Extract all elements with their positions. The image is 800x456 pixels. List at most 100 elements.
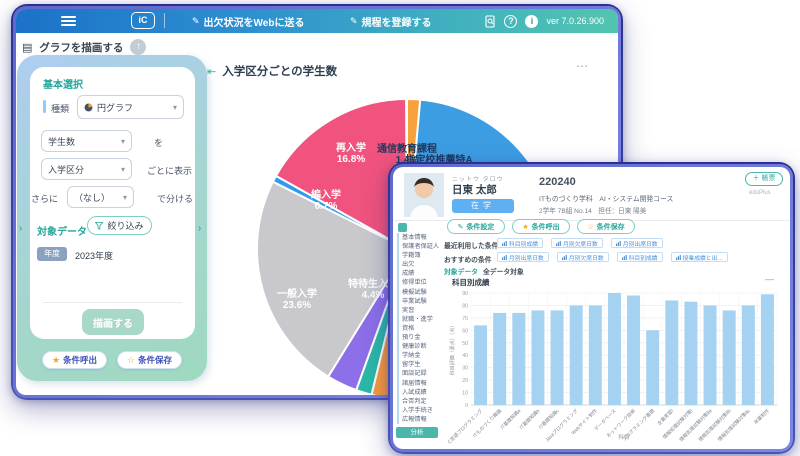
popup-menu-item[interactable]: 学籍簿 <box>397 251 449 261</box>
star-filled-icon: ★ <box>51 354 61 365</box>
popup-menu-item[interactable]: 諸届情報 <box>397 378 449 388</box>
chart-type-dropdown[interactable]: 円グラフ ▾ <box>77 95 184 119</box>
bar-chart-icon <box>621 254 627 260</box>
condition-load-button[interactable]: ★ 条件呼出 <box>512 219 570 234</box>
metric-dropdown[interactable]: 学生数 ▾ <box>41 130 132 152</box>
bar-情報処理試験対策Ⅱa <box>703 305 717 405</box>
popup-menu-item[interactable]: 合否判定 <box>397 396 449 406</box>
condition-link-chip[interactable]: 月別欠席日数 <box>556 252 609 262</box>
popup-menu-item[interactable]: 修得単位 <box>397 278 449 288</box>
student-id: 220240 <box>539 176 576 188</box>
hamburger-menu-icon[interactable] <box>61 14 76 27</box>
popup-menu-item[interactable]: 就職・進学 <box>397 314 449 324</box>
condition-save-button[interactable]: ☆ 条件保存 <box>577 219 635 234</box>
y-tick-label: 0 <box>465 403 468 409</box>
bar-chart-icon <box>561 254 567 260</box>
popup-menu-item[interactable]: 出欠 <box>397 260 449 270</box>
document-search-icon[interactable] <box>485 14 496 28</box>
toolbar: ▤ グラフを描画する ↑ <box>22 37 147 57</box>
y-tick-label: 10 <box>462 391 468 397</box>
app-header: iC ✎ 出欠状況をWebに送る ✎ 規程を登録する ? <box>16 9 618 33</box>
save-conditions-button[interactable]: ☆ 条件保存 <box>117 351 182 369</box>
collapse-panel-icon[interactable]: ⇤ <box>207 65 217 78</box>
x-tick-label: C言語プログラミング <box>447 407 484 445</box>
enrollment-status-button[interactable]: 在学 <box>452 199 514 213</box>
popup-menu-item[interactable]: 健康診断 <box>397 342 449 352</box>
menu-grid-icon[interactable] <box>398 223 407 232</box>
report-button[interactable]: ＋ 帳票 <box>745 172 783 186</box>
popup-menu-item[interactable]: 広報情報 <box>397 414 449 424</box>
filter-button[interactable]: 絞り込み <box>87 216 152 235</box>
condition-link-chip[interactable]: 科目別成績 <box>616 252 663 262</box>
popup-menu-item[interactable]: 入学手続き <box>397 405 449 415</box>
x-tick-label: 企業実習Ⅰ <box>656 407 676 427</box>
condition-link-chip[interactable]: 月別出席日数 <box>610 238 663 248</box>
help-icon[interactable]: ? <box>504 14 518 28</box>
bar-IT基礎知識c <box>550 310 564 405</box>
popup-menu-item[interactable]: 保護者保証人 <box>397 242 449 252</box>
split-prefix: さらに <box>31 194 59 204</box>
pie-slice-一般入学 <box>255 180 409 378</box>
register-rules-button[interactable]: ✎ 規程を登録する <box>350 15 432 29</box>
popup-menu-item[interactable]: 実習 <box>397 305 449 315</box>
version-label: ver 7.0.26.900 <box>546 16 604 26</box>
pencil-icon: ✎ <box>350 15 358 26</box>
bar-chart-icon <box>675 254 681 260</box>
send-attendance-button[interactable]: ✎ 出欠状況をWebに送る <box>192 15 305 29</box>
more-options-icon[interactable]: ⋯ <box>576 59 589 73</box>
popup-menu-item[interactable]: 留学生 <box>397 360 449 370</box>
bar-データベース <box>607 293 621 405</box>
y-tick-label: 40 <box>462 353 468 359</box>
pie-chart-icon <box>84 103 93 111</box>
recommended-chips: 月別出席日数 月別欠席日数 科目別成績 授業成績と出… <box>497 252 729 262</box>
draw-button[interactable]: 描画する <box>82 309 144 335</box>
group-by-dropdown[interactable]: 入学区分 ▾ <box>41 158 132 180</box>
student-photo <box>404 173 444 217</box>
student-class-info: 2学年 7B組 No.14 担任：日東 陽美 <box>539 208 647 215</box>
pie-slice-編入学 <box>271 174 408 250</box>
condition-link-chip[interactable]: 月別出席日数 <box>497 252 549 262</box>
popup-menu-item[interactable]: 学納金 <box>397 351 449 361</box>
popup-menu-item[interactable]: 基本情報 <box>397 233 449 243</box>
condition-link-chip[interactable]: 授業成績と出… <box>670 252 729 262</box>
app-logo: iC <box>131 12 155 29</box>
panel-expand-right-chevron[interactable]: › <box>198 223 202 234</box>
grades-bar-chart: 0102030405060708090C言語プログラミングITものづくり概論IT… <box>447 291 778 445</box>
split-dropdown[interactable]: （なし） ▾ <box>67 186 134 208</box>
y-tick-label: 90 <box>462 291 468 297</box>
popup-menu-item[interactable]: 入試成績 <box>397 387 449 397</box>
star-outline-icon: ☆ <box>587 223 594 231</box>
popup-menu-item[interactable]: 預り金 <box>397 333 449 343</box>
panel-collapse-left-chevron[interactable]: › <box>19 223 23 234</box>
load-conditions-button[interactable]: ★ 条件呼出 <box>42 351 107 369</box>
popup-menu-item[interactable]: 面談記録 <box>397 369 449 379</box>
popup-menu-item[interactable]: 模擬試験 <box>397 287 449 297</box>
popup-menu-item[interactable]: 成績 <box>397 269 449 279</box>
bar-chart-icon <box>502 240 507 246</box>
recommended-conditions-label: おすすめの条件 <box>444 257 492 264</box>
field-accent-bar <box>43 100 46 113</box>
pie-chart-title: 入学区分ごとの学生数 <box>222 66 338 78</box>
bar-プログラミング基礎 <box>646 330 660 405</box>
bar-Webサイト制作 <box>588 305 602 405</box>
bar-情報処理試験対策Ⅱb <box>722 310 736 405</box>
condition-link-chip[interactable]: 月別欠席日数 <box>551 238 603 248</box>
x-tick-label: 情報処理試験対策Ⅱa <box>678 407 714 443</box>
recent-chips: 科目別成績 月別欠席日数 月別出席日数 <box>497 238 663 248</box>
bar-IT基礎知識a <box>512 312 526 405</box>
condition-panel: 基本選択 種類 円グラフ ▾ 学生数 ▾ を 入学区分 <box>17 55 207 381</box>
minimize-chart-icon[interactable]: — <box>765 274 774 284</box>
y-tick-label: 60 <box>462 328 468 334</box>
popup-menu-item-analysis[interactable]: 分析 <box>396 427 438 438</box>
info-icon[interactable]: i <box>525 14 539 28</box>
condition-link-chip[interactable]: 科目別成績 <box>497 238 543 248</box>
collapse-circle-button[interactable]: ↑ <box>130 39 147 55</box>
type-label: 種類 <box>51 104 70 114</box>
popup-menu-item[interactable]: 卒業試験 <box>397 296 449 306</box>
condition-settings-button[interactable]: ✎ 条件設定 <box>447 219 505 234</box>
bar-C言語プログラミング <box>474 325 488 405</box>
clipboard-icon: ▤ <box>22 41 33 54</box>
pie-label: 再入学 16.8% <box>336 141 366 165</box>
popup-menu-item[interactable]: 資格 <box>397 323 449 334</box>
